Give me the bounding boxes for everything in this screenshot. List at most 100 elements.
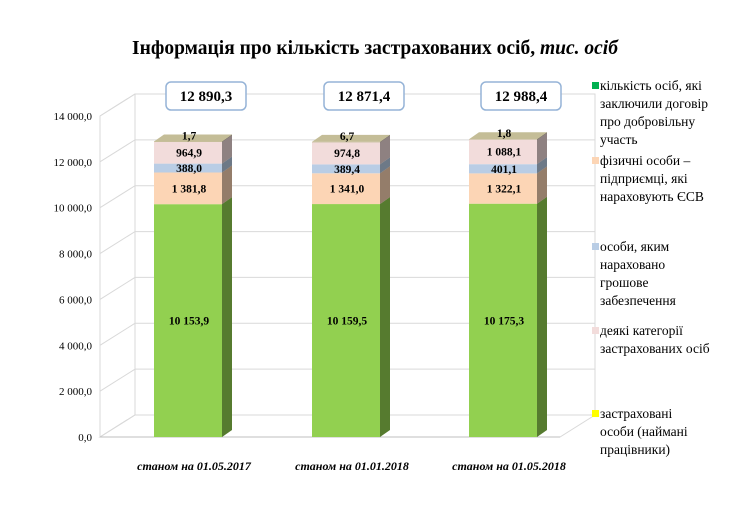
total-callout-label: 12 988,4 <box>495 89 548 105</box>
bar-segment-side <box>222 156 232 173</box>
x-tick-label: станом на 01.05.2017 <box>137 459 252 473</box>
bar-segment <box>469 139 537 165</box>
bar-segment-side <box>537 166 547 204</box>
total-callout-label: 12 871,4 <box>338 89 391 105</box>
data-label: 389,4 <box>334 164 360 176</box>
data-label: 6,7 <box>340 131 355 143</box>
bar-segment <box>154 141 222 142</box>
y-tick-label: 8 000,0 <box>59 249 93 261</box>
bar-side-shadow <box>380 134 390 437</box>
bar-segment <box>312 141 380 143</box>
bar-segment <box>312 164 380 174</box>
gridline <box>99 93 595 117</box>
legend-swatch <box>592 243 599 250</box>
legend-label-line: заключили договір <box>600 96 708 111</box>
chart-title: Інформація про кількість застрахованих о… <box>0 38 750 60</box>
legend-label-line: фізичні особи – <box>600 153 691 168</box>
data-label: 974,8 <box>334 148 360 160</box>
bar-segment <box>469 173 537 204</box>
data-label: 1,7 <box>182 130 197 142</box>
legend-label-line: нараховано <box>600 257 666 272</box>
y-tick-label: 6 000,0 <box>59 294 93 306</box>
legend-label-line: підприємці, які <box>600 171 688 186</box>
y-tick-label: 12 000,0 <box>54 157 93 169</box>
legend-item: деякі категорії застрахованих осіб <box>592 322 710 358</box>
bar-segment-side <box>537 196 547 437</box>
bar-segment-side <box>537 157 547 174</box>
bar-segment <box>154 163 222 173</box>
legend-swatch <box>592 410 599 417</box>
y-tick-label: 10 000,0 <box>54 203 93 215</box>
bar-segment <box>154 141 222 164</box>
bar-segment <box>469 139 537 140</box>
bar-top-face <box>469 132 547 140</box>
bar-segment-side <box>537 132 547 165</box>
data-label: 1 341,0 <box>330 184 365 196</box>
gridline <box>99 368 595 392</box>
data-label: 1 322,1 <box>487 184 522 196</box>
legend-label-line: застраховані <box>600 406 673 421</box>
legend-item: фізичні особи – підприємці, які нараховуют… <box>592 152 704 206</box>
legend-label-line: працівники) <box>600 442 671 457</box>
legend-label-line: особи, яким <box>600 239 670 254</box>
bar-segment-side <box>380 166 390 205</box>
data-label: 1 088,1 <box>487 147 522 159</box>
bar-side-shadow <box>222 134 232 437</box>
bar-top-face <box>312 134 390 142</box>
gridline <box>99 231 595 254</box>
total-callout-box <box>480 81 562 111</box>
legend-label-line: нараховують ЄСВ <box>600 189 704 204</box>
gridline <box>99 276 595 300</box>
bar-segment <box>312 204 380 437</box>
bar-segment-side <box>222 165 232 205</box>
total-callout-box <box>323 81 405 111</box>
data-label: 388,0 <box>176 163 202 175</box>
bar-top-face <box>154 134 232 142</box>
bar-segment <box>154 204 222 437</box>
bar-segment-side <box>380 134 390 143</box>
legend-item: застраховані особи (наймані працівники) <box>592 405 688 459</box>
chart-title-unit: тис. осіб <box>539 38 618 59</box>
legend-label-line: участь <box>600 132 638 147</box>
y-tick-label: 2 000,0 <box>59 386 93 398</box>
y-tick-label: 14 000,0 <box>54 111 93 123</box>
bar-segment-side <box>222 197 232 437</box>
gridline <box>99 185 595 209</box>
gridline <box>99 322 595 346</box>
bar-side-shadow <box>537 132 547 437</box>
legend-item: особи, яким нараховано грошове забезпечення <box>592 238 676 310</box>
legend-swatch <box>592 157 599 164</box>
bar-segment-side <box>380 197 390 437</box>
y-tick-label: 4 000,0 <box>59 340 93 352</box>
chart-title-main: Інформація про кількість застрахованих о… <box>132 38 536 59</box>
bar-segment-side <box>222 134 232 164</box>
total-callout-label: 12 890,3 <box>180 89 233 105</box>
y-tick-label: 0,0 <box>78 432 92 444</box>
data-label: 10 175,3 <box>484 315 525 327</box>
total-callout-box <box>165 81 247 111</box>
data-label: 1,8 <box>497 128 512 140</box>
legend-swatch <box>592 327 599 334</box>
bar-segment <box>469 203 537 437</box>
bar-segment-side <box>380 135 390 165</box>
bar-segment-side <box>380 157 390 174</box>
legend-label-line: кількість осіб, які <box>600 78 702 93</box>
data-label: 964,9 <box>176 148 202 160</box>
legend-label-line: про добровільну <box>600 114 696 129</box>
bar-segment <box>312 142 380 165</box>
bar-segment-side <box>222 134 232 142</box>
legend-label-line: застрахованих осіб <box>600 341 710 356</box>
x-tick-label: станом на 01.05.2018 <box>452 459 566 473</box>
data-label: 10 159,5 <box>327 316 368 328</box>
x-tick-label: станом на 01.01.2018 <box>295 459 409 473</box>
data-label: 10 153,9 <box>169 316 210 328</box>
legend-item: кількість осіб, які заключили договір про … <box>592 77 708 149</box>
legend-label-line: грошове <box>600 275 649 290</box>
data-label: 401,1 <box>491 164 517 176</box>
legend-label-line: деякі категорії <box>600 323 683 338</box>
bar-segment <box>312 173 380 205</box>
bar-segment <box>154 172 222 205</box>
legend-label-line: особи (наймані <box>600 424 688 439</box>
gridline <box>99 139 595 163</box>
